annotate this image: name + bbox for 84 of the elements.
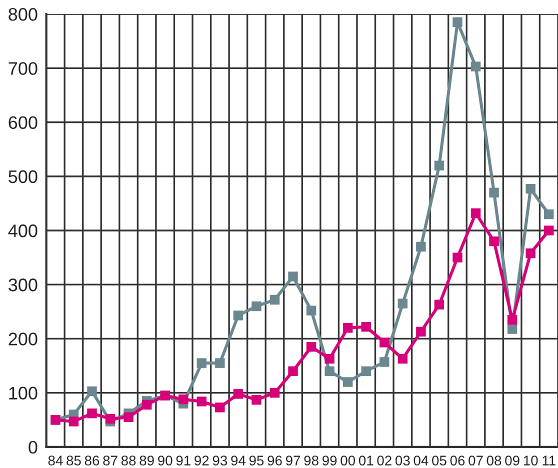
x-tick-label: 05 — [432, 456, 446, 466]
point — [489, 188, 499, 198]
point — [361, 366, 371, 376]
point — [342, 323, 353, 333]
x-tick-label: 08 — [486, 456, 502, 466]
point — [178, 394, 188, 404]
point — [252, 395, 262, 405]
x-tick-label: 03 — [395, 456, 410, 466]
point — [270, 388, 280, 398]
x-tick-label: 10 — [524, 456, 538, 466]
point — [324, 354, 334, 364]
x-tick-label: 94 — [231, 456, 246, 466]
x-tick-label: 09 — [505, 456, 520, 466]
y-tick-label: 800 — [8, 8, 38, 21]
point — [252, 301, 262, 312]
point — [452, 252, 462, 262]
y-tick-label: 100 — [9, 386, 38, 400]
x-tick-label: 11 — [542, 456, 556, 466]
x-tick-label: 89 — [140, 456, 154, 466]
point — [342, 377, 353, 387]
point — [434, 160, 444, 170]
point — [306, 306, 316, 316]
point — [416, 242, 426, 252]
point — [215, 358, 225, 368]
point — [380, 338, 390, 348]
point — [270, 294, 280, 305]
point — [489, 236, 499, 246]
point — [306, 342, 316, 352]
point — [196, 396, 207, 406]
y-tick-label: 700 — [8, 62, 38, 75]
point — [434, 300, 444, 310]
point — [398, 354, 408, 364]
y-tick-label: 500 — [8, 170, 38, 184]
point — [233, 389, 244, 399]
point — [361, 322, 371, 332]
x-tick-label: 06 — [450, 456, 465, 466]
x-tick-label: 84 — [48, 456, 63, 466]
point — [452, 17, 462, 28]
x-tick-label: 00 — [340, 456, 356, 466]
point — [68, 416, 79, 426]
x-tick-label: 95 — [249, 456, 264, 466]
point — [233, 310, 244, 320]
y-tick-label: 300 — [8, 278, 38, 292]
point — [416, 326, 426, 337]
point — [544, 226, 554, 236]
point — [398, 298, 408, 308]
x-tick-label: 88 — [121, 456, 136, 466]
y-tick-label: 400 — [8, 224, 38, 238]
point — [507, 314, 518, 325]
point — [544, 209, 554, 220]
point — [526, 248, 536, 258]
y-tick-label: 0 — [28, 440, 38, 454]
point — [87, 386, 97, 396]
x-tick-label: 86 — [84, 456, 100, 466]
y-tick-label: 200 — [8, 332, 38, 346]
x-tick-label: 93 — [212, 456, 228, 466]
point — [87, 408, 97, 418]
y-tick-label: 600 — [8, 116, 38, 129]
point — [105, 414, 116, 424]
point — [288, 366, 298, 376]
x-tick-label: 96 — [268, 456, 282, 466]
point — [526, 184, 536, 194]
point — [380, 357, 390, 367]
x-tick-label: 92 — [194, 456, 209, 466]
x-tick-label: 91 — [176, 456, 190, 466]
point — [124, 412, 134, 422]
point — [470, 62, 481, 72]
x-tick-label: 02 — [377, 456, 392, 466]
point — [196, 358, 207, 368]
x-tick-label: 97 — [286, 456, 300, 466]
x-tick-label: 90 — [158, 456, 172, 466]
x-tick-label: 01 — [358, 456, 374, 466]
x-tick-label: 85 — [66, 456, 81, 466]
x-tick-label: 99 — [322, 456, 337, 466]
point — [215, 402, 225, 412]
point — [142, 400, 152, 410]
point — [470, 208, 481, 218]
point — [324, 366, 334, 376]
point — [507, 324, 518, 334]
x-tick-label: 87 — [103, 456, 118, 466]
point — [288, 272, 298, 282]
x-tick-label: 04 — [414, 456, 428, 466]
x-tick-label: 07 — [468, 456, 483, 466]
x-tick-label: 98 — [304, 456, 318, 466]
